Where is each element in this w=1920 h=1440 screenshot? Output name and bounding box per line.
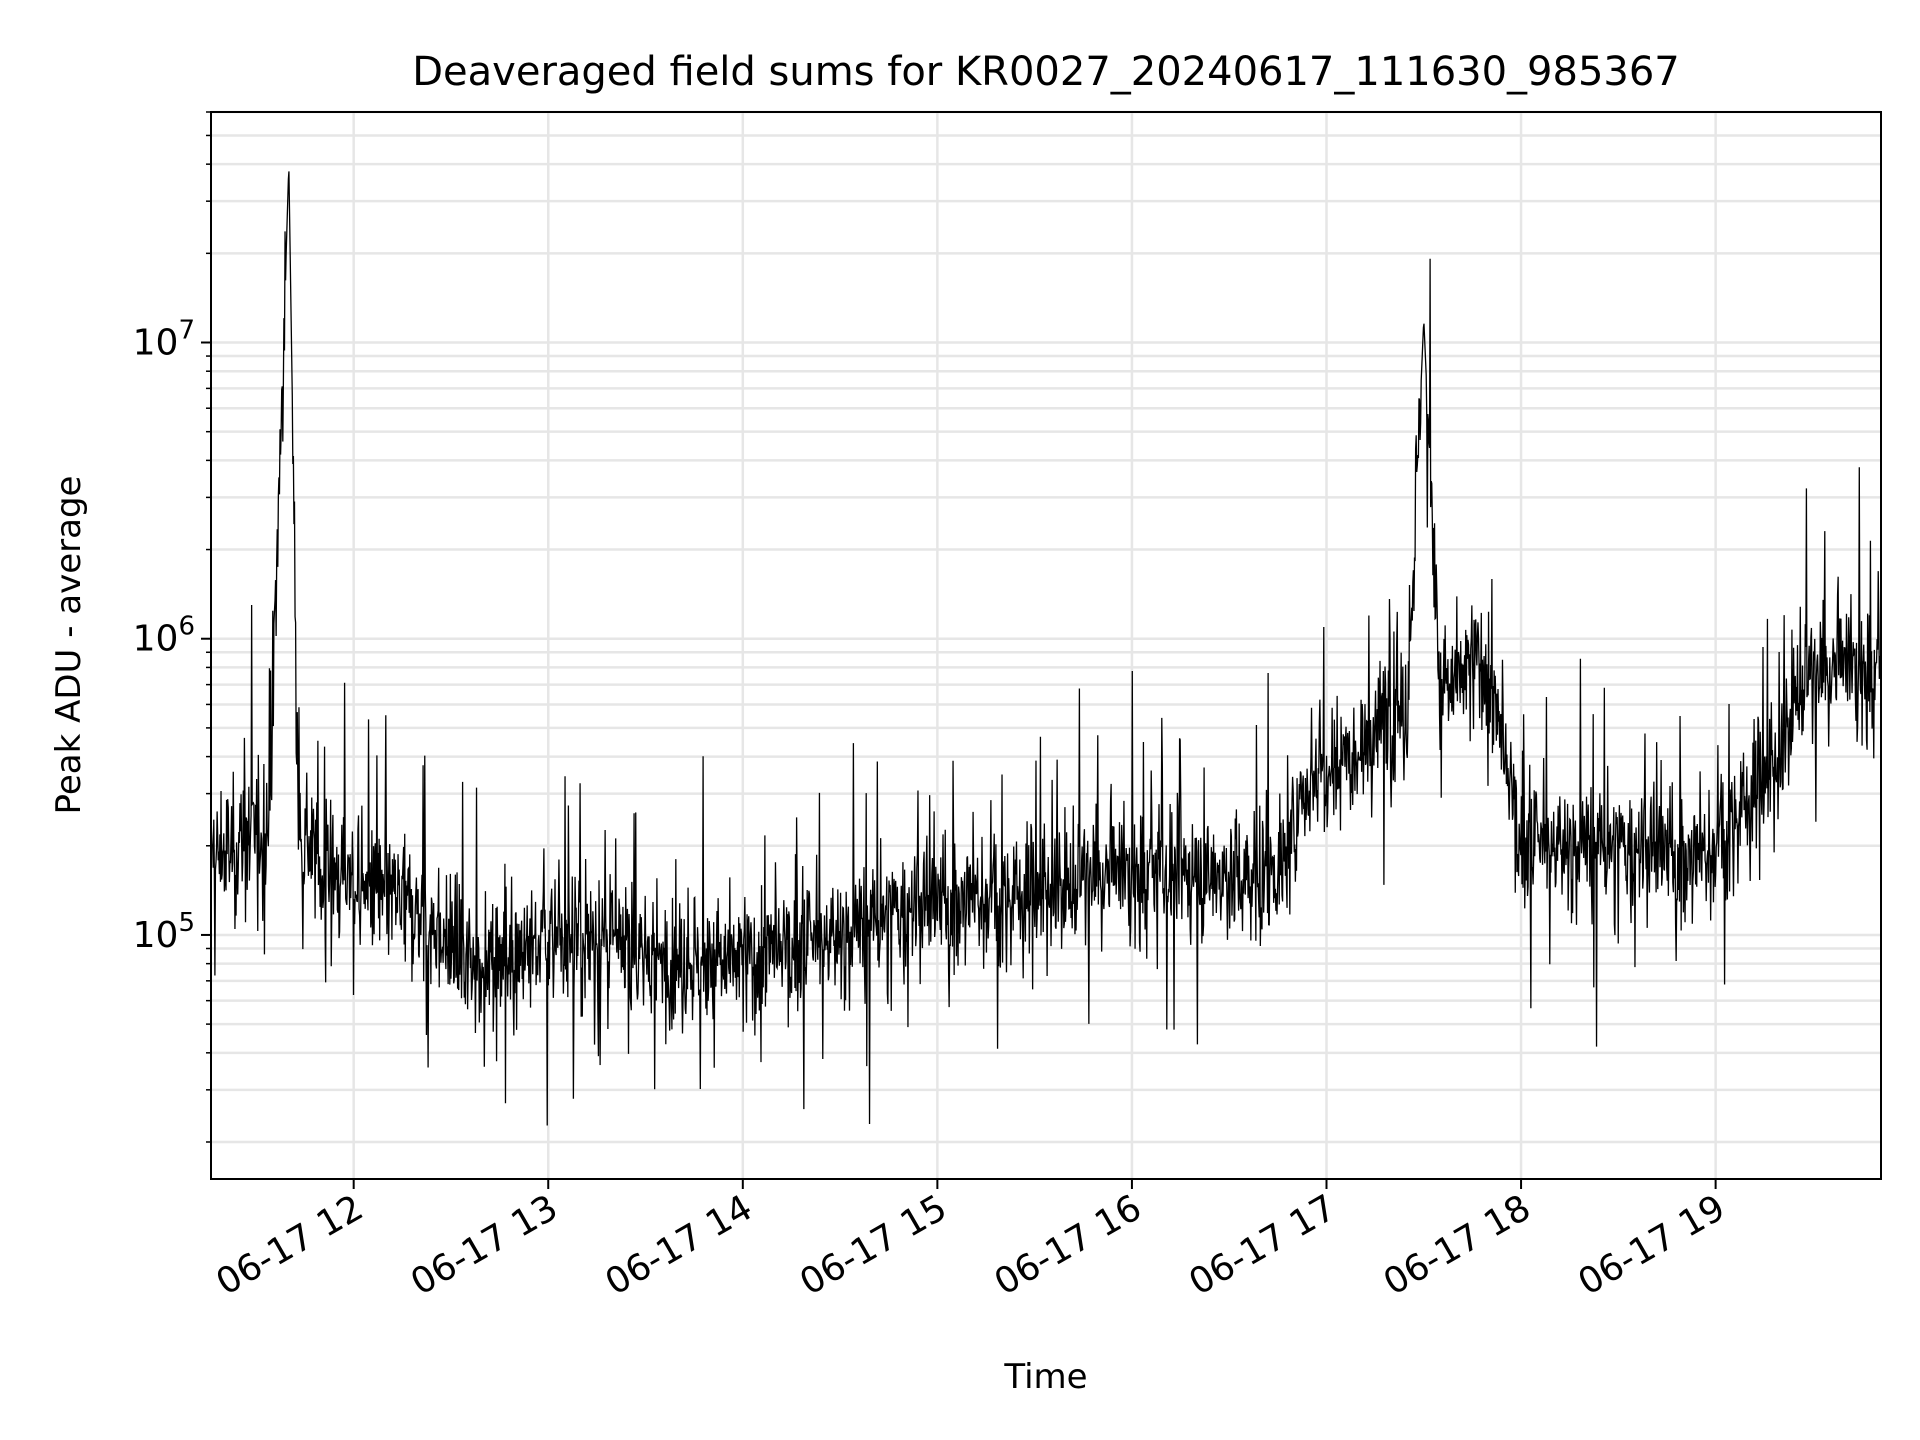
y-tick-label: 105 (133, 908, 195, 956)
x-tick-label: 06-17 14 (599, 1187, 760, 1303)
y-tick-label: 107 (133, 316, 195, 364)
x-axis-label: Time (1003, 1357, 1087, 1397)
x-axis: 06-17 12 06-17 13 06-17 14 06-17 15 06-17 16… (210, 1179, 1732, 1304)
y-axis-label: Peak ADU - average (49, 476, 89, 815)
plot-frame (210, 111, 1882, 1180)
series-line-group (210, 171, 1882, 1126)
y-axis: 105 106 107 (133, 111, 211, 1143)
x-tick-label: 06-17 19 (1571, 1187, 1732, 1303)
x-tick-label: 06-17 18 (1377, 1187, 1538, 1303)
x-tick-label: 06-17 16 (988, 1187, 1149, 1303)
x-tick-label: 06-17 15 (793, 1187, 954, 1303)
series-line (210, 171, 1882, 1126)
chart-title: Deaveraged field sums for KR0027_2024061… (412, 49, 1680, 95)
x-tick-label: 06-17 12 (210, 1187, 371, 1303)
gridlines (211, 110, 1881, 1179)
x-tick-label: 06-17 13 (404, 1187, 565, 1303)
x-tick-label: 06-17 17 (1182, 1187, 1343, 1303)
y-tick-label: 106 (133, 612, 195, 660)
